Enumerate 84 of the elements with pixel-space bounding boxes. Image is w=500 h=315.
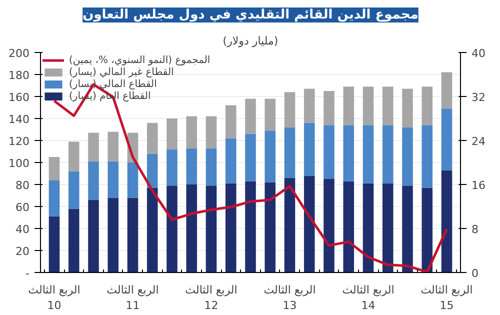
bar <box>284 178 296 272</box>
bar <box>324 125 334 179</box>
bar <box>146 122 158 154</box>
bar <box>88 161 99 200</box>
bar <box>88 200 99 272</box>
legend-label: المجموع (النمو السنوي، %، يمين) <box>69 54 210 66</box>
y2-tick-label: 0 <box>472 267 478 280</box>
bar <box>48 216 60 272</box>
bar <box>166 149 178 186</box>
bar <box>68 208 80 272</box>
bar <box>441 170 452 272</box>
bar <box>186 116 198 148</box>
bar <box>422 86 433 126</box>
bar <box>402 88 413 128</box>
bar <box>108 198 119 272</box>
bar <box>48 157 60 180</box>
y-tick-label: 40 <box>16 223 30 236</box>
bar <box>402 127 413 186</box>
y2-tick-label: 24 <box>472 135 486 148</box>
bar <box>264 98 276 131</box>
bar <box>422 188 433 272</box>
bar <box>88 132 99 162</box>
legend-label: القطاع غير المالي (يسار) <box>69 66 174 78</box>
bar <box>186 184 198 272</box>
bar <box>441 72 452 109</box>
bar <box>362 125 374 184</box>
bar <box>127 198 138 272</box>
bar <box>225 105 236 138</box>
bar <box>225 183 236 272</box>
bar <box>108 132 119 162</box>
bar <box>206 148 217 186</box>
bar <box>304 122 315 176</box>
bar <box>343 86 354 126</box>
y-tick-label: 80 <box>16 179 30 192</box>
bar <box>146 154 158 188</box>
bar <box>343 125 354 182</box>
bar <box>68 142 80 172</box>
bar <box>382 125 394 184</box>
bar <box>245 181 256 272</box>
bar <box>245 134 256 182</box>
bar <box>382 86 394 126</box>
bar <box>304 176 315 272</box>
bar <box>304 88 315 123</box>
bar <box>225 138 236 184</box>
y2-tick-label: 40 <box>472 47 486 60</box>
y-tick-label: 100 <box>8 157 30 170</box>
bar <box>284 127 296 178</box>
bar <box>382 183 394 272</box>
bar <box>402 186 413 272</box>
bar <box>206 186 217 272</box>
y-tick-label: 60 <box>16 201 30 214</box>
bar <box>343 181 354 272</box>
bar <box>362 86 374 126</box>
bar <box>186 148 198 184</box>
bar <box>324 179 334 272</box>
chart-title: مجموع الدين القائم التقليدي في دول مجلس التعاون <box>82 8 418 22</box>
bar <box>441 108 452 170</box>
bar <box>127 162 138 198</box>
bar <box>108 161 119 198</box>
bar <box>245 98 256 134</box>
y-tick-label: 180 <box>8 69 30 82</box>
y2-tick-label: 16 <box>472 179 486 192</box>
bar <box>264 130 276 182</box>
bar <box>68 171 80 209</box>
y-tick-label: 160 <box>8 91 30 104</box>
chart-subtitle: (مليار دولار) <box>222 34 278 48</box>
y2-tick-label: 8 <box>472 223 478 236</box>
bar <box>48 180 60 216</box>
y-tick-label: 120 <box>8 135 30 148</box>
legend-label: القطاع المالي (يسار) <box>69 78 157 90</box>
bar <box>146 188 158 272</box>
y-tick-label: 200 <box>8 47 30 60</box>
y-tick-label: 20 <box>16 245 30 258</box>
bar <box>362 183 374 272</box>
y2-tick-label: 32 <box>472 91 486 104</box>
bar <box>324 91 334 126</box>
bar <box>206 116 217 148</box>
y-tick-label: 140 <box>8 113 30 126</box>
bar <box>166 118 178 150</box>
bar <box>264 182 276 272</box>
bar <box>284 92 296 128</box>
y-tick-label: - <box>26 267 30 280</box>
bar <box>422 125 433 188</box>
bar <box>166 186 178 272</box>
